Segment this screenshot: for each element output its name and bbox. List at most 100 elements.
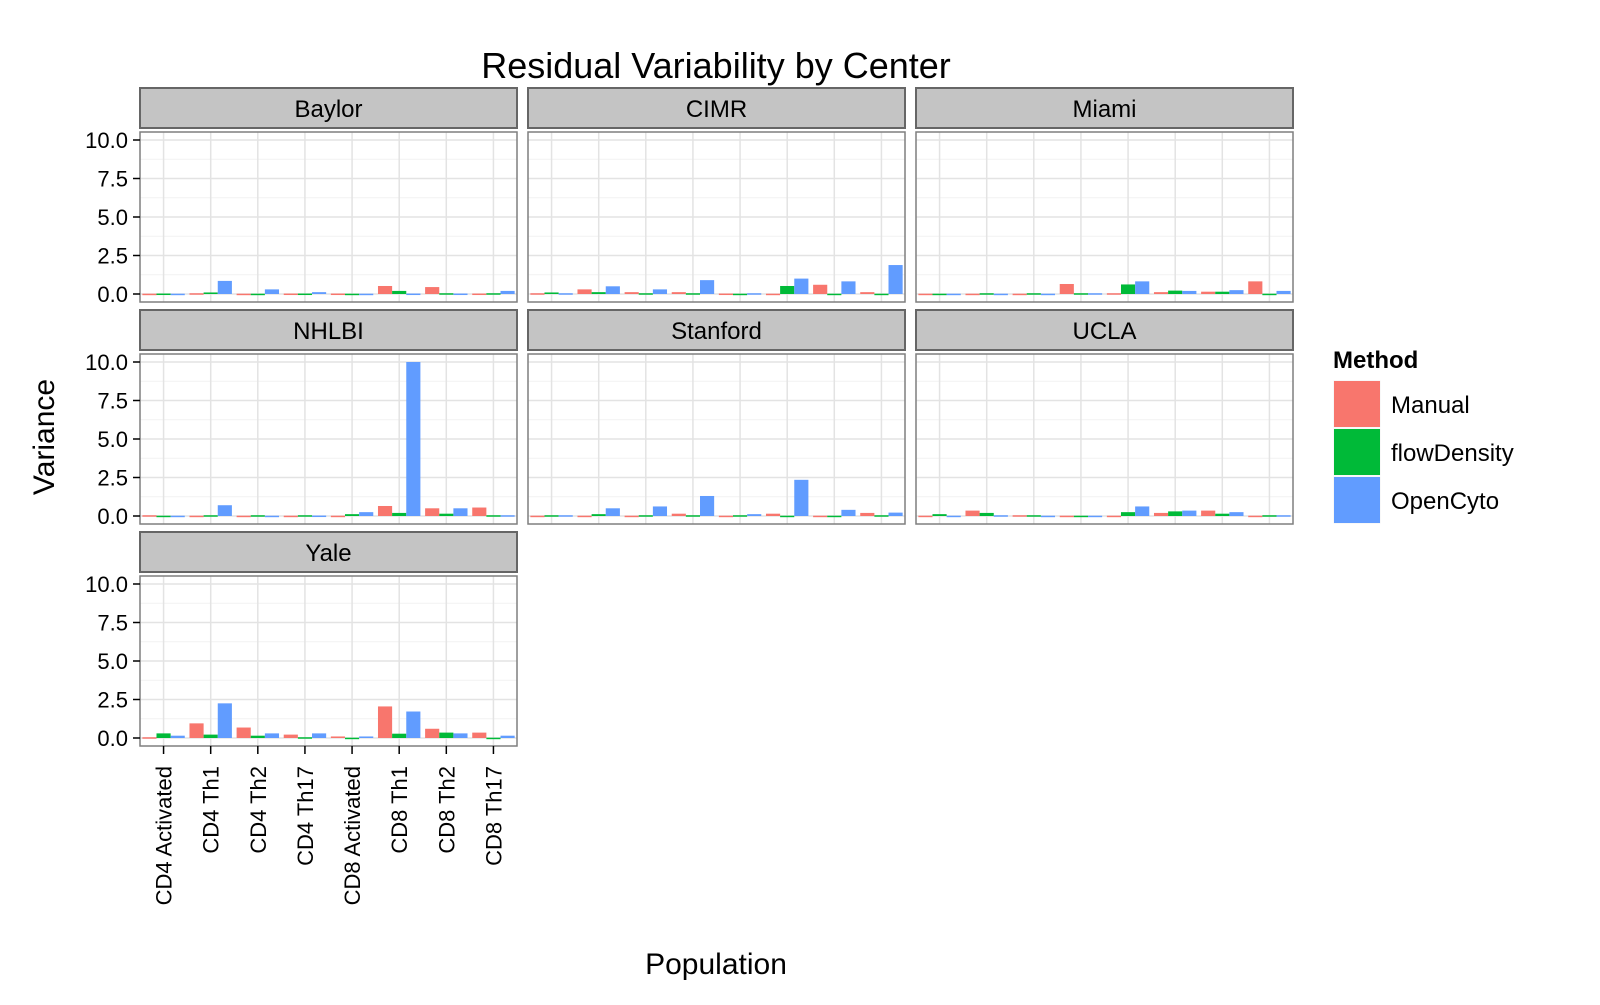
bar-stanford-flowdensity-7 <box>827 515 842 518</box>
y-tick-label: 2.5 <box>97 244 128 269</box>
bar-ucla-opencyto-7 <box>1229 512 1244 516</box>
bar-stanford-manual-7 <box>813 515 828 518</box>
panel-border <box>915 353 1294 525</box>
bar-miami-opencyto-4 <box>1088 293 1103 295</box>
y-tick-label: 5.0 <box>97 649 128 674</box>
bar-ucla-opencyto-3 <box>1040 515 1056 518</box>
bar-cimr-opencyto-8 <box>888 265 903 294</box>
bar-stanford-opencyto-4 <box>700 495 715 516</box>
facet-strip-label: UCLA <box>1072 318 1136 345</box>
bar-ucla-flowdensity-4 <box>1073 515 1089 518</box>
legend: Manual flowDensity OpenCyto <box>1332 379 1514 525</box>
chart-title: Residual Variability by Center <box>481 45 951 86</box>
bar-nhlbi-flowdensity-1 <box>156 515 171 518</box>
bar-nhlbi-manual-6 <box>377 505 393 516</box>
bar-baylor-opencyto-4 <box>312 292 327 294</box>
bar-miami-manual-2 <box>965 293 980 296</box>
bar-yale-opencyto-1 <box>170 735 185 738</box>
bar-baylor-opencyto-5 <box>359 293 374 296</box>
bar-miami-flowdensity-7 <box>1215 291 1230 294</box>
bar-baylor-manual-8 <box>472 293 487 296</box>
y-tick-label: 7.5 <box>97 611 128 636</box>
bar-nhlbi-manual-1 <box>142 515 157 517</box>
bar-baylor-flowdensity-8 <box>486 293 501 295</box>
bar-baylor-manual-5 <box>330 293 345 296</box>
bar-stanford-flowdensity-8 <box>874 515 889 517</box>
bar-stanford-manual-1 <box>530 515 545 518</box>
bar-stanford-manual-6 <box>765 513 781 516</box>
bar-nhlbi-opencyto-4 <box>312 515 327 518</box>
y-tick-label: 10.0 <box>85 350 128 375</box>
bar-baylor-manual-1 <box>142 293 157 296</box>
bar-nhlbi-opencyto-1 <box>170 515 185 518</box>
bar-cimr-opencyto-4 <box>700 280 715 294</box>
bar-nhlbi-flowdensity-4 <box>297 515 313 517</box>
facet-strip-label: NHLBI <box>293 318 364 345</box>
facet-panel-cimr: CIMR <box>527 87 906 303</box>
bar-ucla-manual-2 <box>965 510 980 516</box>
bar-stanford-opencyto-8 <box>888 512 903 516</box>
legend-label: OpenCyto <box>1391 488 1499 515</box>
bar-nhlbi-opencyto-8 <box>500 515 515 517</box>
facet-strip-label: Yale <box>305 540 351 567</box>
bar-ucla-flowdensity-2 <box>979 512 994 516</box>
bar-nhlbi-flowdensity-6 <box>392 512 407 516</box>
bar-nhlbi-opencyto-3 <box>264 515 280 518</box>
y-tick-label: 0.0 <box>97 282 128 307</box>
bar-nhlbi-manual-5 <box>330 515 345 518</box>
x-tick-label: CD8 Th2 <box>434 766 459 854</box>
y-tick-label: 7.5 <box>97 389 128 414</box>
bar-ucla-opencyto-5 <box>1135 506 1150 516</box>
facet-panel-nhlbi: NHLBI 0.0 2.5 5.0 7.5 10.0 <box>85 309 518 529</box>
bar-ucla-opencyto-2 <box>993 515 1008 517</box>
panel-border <box>527 131 906 303</box>
bar-ucla-flowdensity-5 <box>1120 512 1136 516</box>
bar-cimr-manual-2 <box>577 289 592 294</box>
bar-yale-opencyto-3 <box>264 733 280 738</box>
facet-strip <box>139 309 518 351</box>
bar-stanford-manual-5 <box>718 515 733 518</box>
facet-strip <box>139 531 518 573</box>
bar-baylor-manual-2 <box>189 293 204 295</box>
bar-cimr-flowdensity-5 <box>732 293 748 296</box>
bar-nhlbi-flowdensity-7 <box>439 513 454 516</box>
bar-cimr-manual-7 <box>813 284 828 294</box>
bar-miami-manual-1 <box>918 293 933 296</box>
facet-strip <box>915 309 1294 351</box>
y-tick-label: 10.0 <box>85 572 128 597</box>
bar-nhlbi-flowdensity-2 <box>203 515 218 517</box>
bar-miami-manual-8 <box>1248 281 1263 294</box>
bar-baylor-flowdensity-4 <box>297 293 313 296</box>
bar-nhlbi-opencyto-6 <box>406 362 421 516</box>
legend-label: flowDensity <box>1391 440 1514 467</box>
bar-cimr-flowdensity-4 <box>685 293 701 295</box>
bar-miami-manual-6 <box>1153 292 1169 294</box>
bar-ucla-flowdensity-8 <box>1262 515 1277 517</box>
legend-item-flowdensity: flowDensity <box>1332 427 1514 477</box>
x-tick-label: CD4 Activated <box>152 766 177 905</box>
bar-stanford-opencyto-2 <box>605 508 620 516</box>
bar-baylor-opencyto-1 <box>170 293 185 296</box>
bar-nhlbi-flowdensity-3 <box>250 515 265 517</box>
bar-baylor-opencyto-3 <box>264 289 280 294</box>
facet-panels: Baylor 0.0 2.5 5.0 7.5 10.0 CIMR Miami NHLBI 0.0 2… <box>85 87 1294 905</box>
bar-yale-manual-8 <box>472 732 487 738</box>
bar-stanford-flowdensity-3 <box>638 515 653 517</box>
bar-cimr-flowdensity-2 <box>591 292 606 294</box>
facet-strip-label: Stanford <box>671 318 762 345</box>
facet-panel-stanford: Stanford <box>527 309 906 525</box>
bar-miami-flowdensity-8 <box>1262 293 1277 296</box>
x-tick-label: CD4 Th17 <box>293 766 318 866</box>
bar-ucla-opencyto-8 <box>1276 515 1291 517</box>
facet-strip <box>915 87 1294 129</box>
bar-yale-manual-5 <box>330 736 345 738</box>
bar-baylor-opencyto-2 <box>217 280 232 294</box>
bar-stanford-flowdensity-5 <box>732 515 748 517</box>
facet-strip-label: Baylor <box>294 96 362 123</box>
bar-cimr-manual-4 <box>671 292 686 294</box>
facet-panel-yale: Yale 0.0 2.5 5.0 7.5 10.0 CD4 Activated CD4 Th1… <box>85 531 518 905</box>
facet-strip-label: CIMR <box>686 96 747 123</box>
bar-nhlbi-manual-3 <box>236 515 251 518</box>
panel-border <box>527 353 906 525</box>
